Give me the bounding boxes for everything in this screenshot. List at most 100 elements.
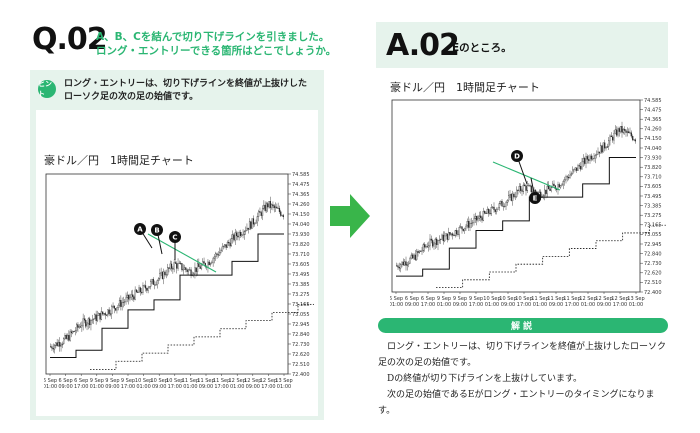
candle-body [256, 216, 258, 223]
candle-body [490, 207, 492, 215]
candle-body [121, 302, 123, 307]
candle-body [568, 177, 570, 179]
y-tick-label: 74.260 [292, 202, 310, 208]
y-tick-label: 74.475 [644, 107, 662, 113]
x-tick-label: 6 Sep [58, 378, 72, 384]
candle-body [474, 215, 476, 219]
x-tick-label: 01:00 [277, 384, 291, 390]
candle-body [82, 318, 84, 326]
candle-body [485, 213, 487, 215]
candle-body [445, 233, 447, 237]
candle-body [112, 305, 114, 307]
candle-body [438, 239, 440, 241]
candle-body [56, 342, 58, 347]
candle-body [465, 225, 467, 229]
candle-body [573, 169, 575, 171]
candle-body [52, 348, 54, 350]
candle-body [117, 305, 119, 308]
trend-line [492, 161, 561, 191]
candle-body [473, 218, 475, 223]
candle-body [545, 189, 547, 194]
candle-body [108, 309, 110, 314]
candle-body [142, 285, 144, 293]
answer-text: Eのところ。 [452, 42, 512, 54]
explanation-p2: Dの終値が切り下げラインを上抜けしています。 [387, 374, 583, 384]
hint-text-line2: ローソク足の次の足の始値です。 [64, 92, 199, 102]
candle-body [129, 297, 131, 300]
candle-body [508, 195, 510, 201]
channel-line-upper [396, 157, 636, 277]
y-tick-label: 74.365 [644, 117, 662, 123]
candle-body [410, 254, 412, 259]
candle-body [186, 269, 188, 272]
candle-body [506, 200, 508, 203]
marker-d: D [511, 150, 528, 185]
candle-body [576, 167, 578, 171]
candle-body [271, 204, 273, 208]
x-tick-label: 9 Sep [105, 378, 119, 384]
x-tick-label: 17:00 [214, 384, 228, 390]
candle-body [601, 145, 603, 153]
candle-body [605, 147, 607, 149]
candle-body [185, 267, 187, 270]
candle-body [440, 239, 442, 241]
candle-body [212, 258, 214, 263]
candle-body [625, 130, 627, 133]
candle-body [216, 253, 218, 255]
candle-body [104, 313, 106, 316]
next-arrow-icon [330, 194, 370, 238]
candle-body [100, 311, 102, 320]
candle-body [194, 267, 196, 274]
marker-b: B [151, 224, 163, 255]
candle-body [130, 294, 132, 298]
marker-label: E [533, 195, 538, 203]
candle-body [183, 267, 186, 270]
x-tick-label: 13 Sep [627, 296, 644, 302]
candle-body [448, 232, 450, 240]
marker-label: D [514, 153, 520, 161]
candle-body [574, 167, 576, 170]
x-tick-label: 10 Sep [515, 296, 532, 302]
candle-body [134, 289, 136, 300]
candle-body [597, 151, 599, 155]
candle-body [87, 318, 89, 325]
hint-badge: ヒント [38, 80, 56, 98]
candle-body [243, 231, 245, 235]
y-tick-label: 74.040 [644, 146, 662, 152]
candle-body [246, 227, 248, 231]
y-tick-label: 74.585 [644, 98, 662, 104]
candle-body [466, 221, 468, 227]
marker-circle [529, 192, 541, 204]
candle-body [281, 215, 283, 217]
candle-body [489, 213, 491, 215]
candle-body [178, 262, 180, 264]
x-tick-label: 9 Sep [90, 378, 104, 384]
candle-body [484, 211, 486, 214]
candle-body [252, 218, 255, 225]
x-tick-label: 17:00 [517, 302, 531, 308]
plot-frame [45, 173, 289, 375]
candle-body [222, 245, 225, 248]
candle-body [598, 151, 600, 154]
candle-body [582, 158, 584, 163]
candle-body [401, 261, 403, 265]
candle-body [187, 269, 190, 272]
y-tick-label: 72.945 [292, 322, 310, 328]
candle-body [151, 279, 153, 282]
y-tick-label: 73.385 [644, 203, 662, 209]
candle-body [525, 185, 527, 191]
candle-body [600, 145, 602, 154]
candle-body [633, 139, 635, 141]
candle-body [565, 176, 567, 180]
marker-c: C [169, 231, 181, 260]
candle-body [124, 301, 126, 303]
left-chart-title: 豪ドル／円 1時間足チャート [44, 154, 194, 167]
candle-body [199, 266, 201, 269]
candle-body [241, 234, 243, 236]
explanation-header: 解説 [378, 318, 668, 333]
explanation-p3: 次の足の始値であるEがロング・エントリーのタイミングになります。 [378, 390, 655, 416]
candle-body [207, 261, 209, 268]
candle-body [228, 242, 230, 244]
candle-body [620, 126, 622, 132]
candle-body [169, 263, 171, 269]
